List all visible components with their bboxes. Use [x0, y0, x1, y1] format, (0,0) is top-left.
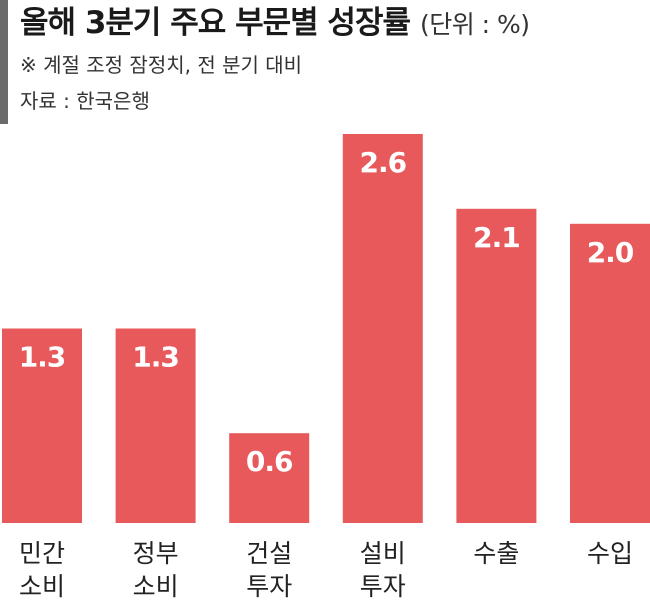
bar-value-label: 1.3: [132, 341, 179, 374]
bar-value-label: 2.0: [587, 236, 634, 269]
category-label: 정부: [133, 539, 179, 568]
bar: [570, 223, 650, 524]
category-label: 설비: [360, 539, 406, 568]
bar-value-label: 0.6: [246, 445, 293, 478]
bar-value-label: 2.6: [359, 146, 406, 179]
bar: [115, 328, 196, 523]
category-label: 민간: [19, 539, 65, 568]
bar: [342, 134, 423, 523]
bar: [2, 328, 82, 523]
chart-header: 올해 3분기 주요 부문별 성장률 (단위 : %) ※ 계절 조정 잠정치, …: [20, 0, 645, 116]
accent-bar: [0, 0, 8, 124]
category-label: 투자: [360, 572, 406, 601]
bar: [229, 433, 310, 523]
category-label: 소비: [133, 572, 179, 601]
title-line: 올해 3분기 주요 부문별 성장률 (단위 : %): [20, 0, 645, 46]
category-label: 건설: [246, 539, 292, 568]
bar: [456, 208, 537, 524]
category-label: 수출: [473, 539, 519, 568]
category-label: 수입: [587, 539, 633, 568]
chart-note: ※ 계절 조정 잠정치, 전 분기 대비: [20, 53, 303, 77]
bar-value-label: 1.3: [19, 341, 66, 374]
unit-label: (단위 : %): [419, 10, 530, 39]
chart-source: 자료 : 한국은행: [20, 89, 150, 113]
category-label: 투자: [246, 572, 292, 601]
bar-value-label: 2.1: [473, 221, 520, 254]
category-label: 소비: [19, 572, 65, 601]
chart-title: 올해 3분기 주요 부문별 성장률: [20, 5, 411, 41]
